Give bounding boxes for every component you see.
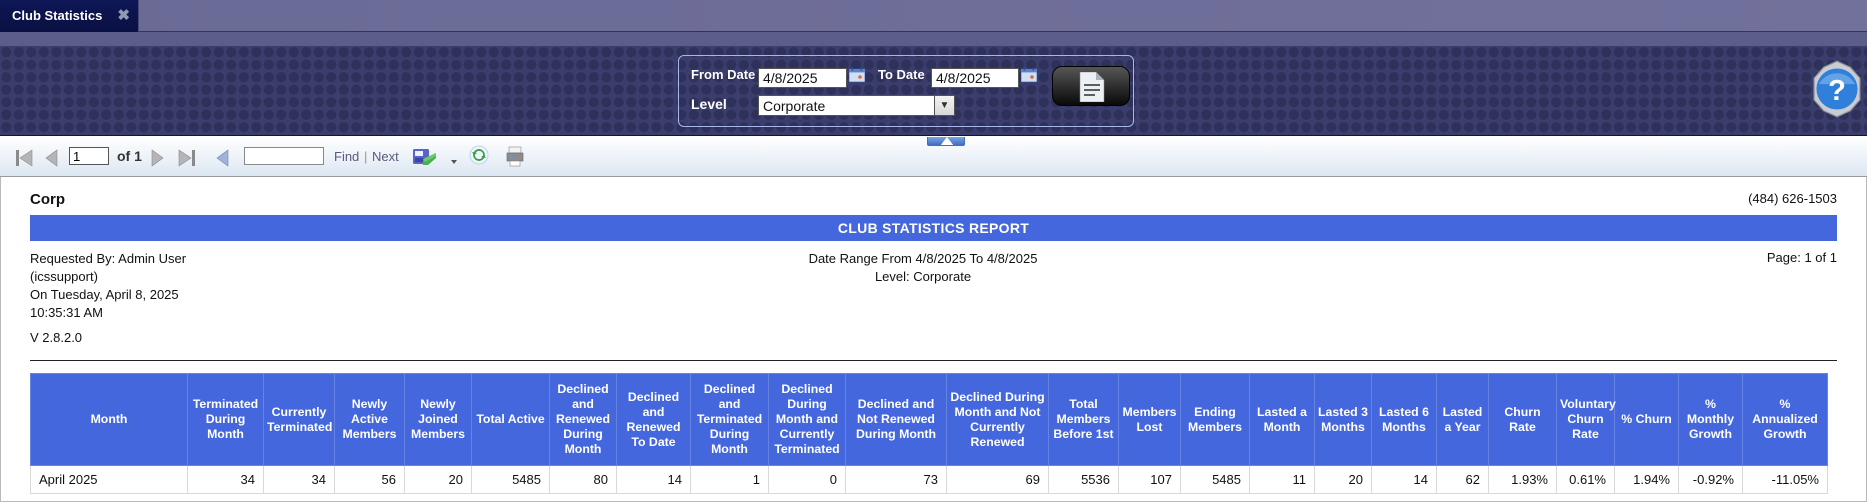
svg-text:?: ? <box>1828 75 1846 107</box>
